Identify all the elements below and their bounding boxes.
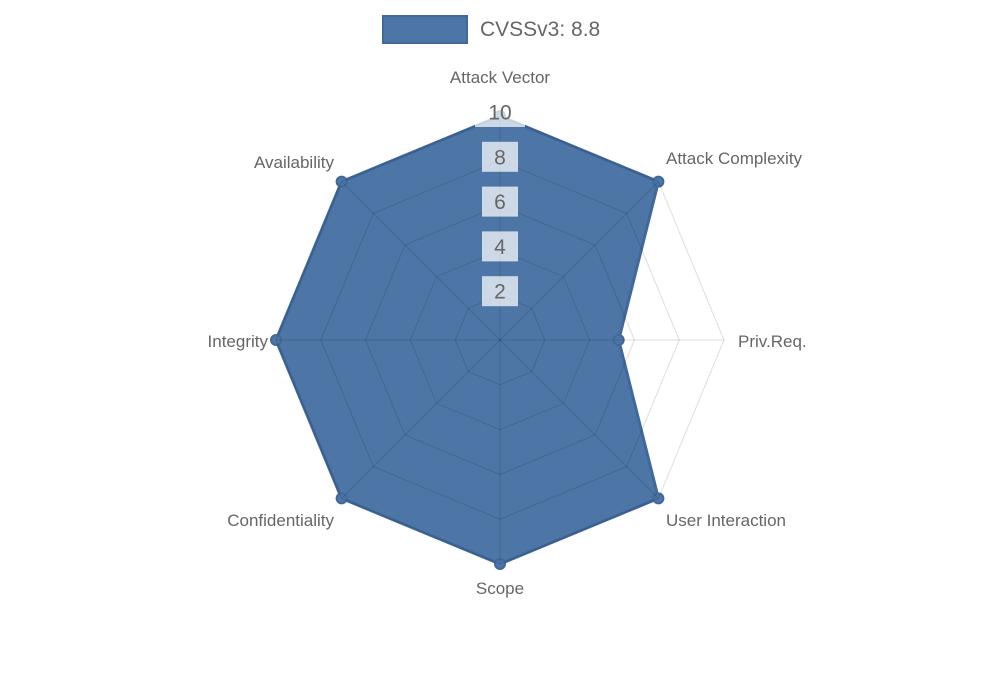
tick-label-4: 4 <box>494 236 506 259</box>
radar-point-priv-req <box>612 334 625 346</box>
grid-ring-2 <box>454 294 546 386</box>
axis-label-scope: Scope <box>476 579 524 598</box>
tick-backdrop-8 <box>482 141 518 172</box>
chart-legend-item[interactable]: CVSSv3: 8.8 <box>382 14 600 45</box>
radar-point-confidentiality <box>335 492 348 505</box>
axis-label-availability: Availability <box>254 153 335 172</box>
axis-label-priv-req: Priv.Req. <box>738 332 807 351</box>
grid-ring-10 <box>275 115 725 565</box>
tick-backdrop-4 <box>482 231 518 262</box>
axis-label-attack-complexity: Attack Complexity <box>666 149 803 168</box>
grid-ring-6 <box>365 205 635 475</box>
axis-label-integrity: Integrity <box>208 332 269 351</box>
tick-label-8: 8 <box>494 146 506 169</box>
angle-line-availability <box>341 181 501 341</box>
legend-label: CVSSv3: 8.8 <box>480 18 601 41</box>
tick-label-2: 2 <box>494 281 506 304</box>
axis-label-attack-vector: Attack Vector <box>450 68 550 87</box>
radar-point-integrity <box>270 334 282 346</box>
axis-label-user-interaction: User Interaction <box>666 511 786 530</box>
grid-ring-8 <box>320 160 680 520</box>
tick-label-10: 10 <box>488 102 511 125</box>
tick-backdrop-10 <box>475 97 525 127</box>
radar-point-attack-complexity <box>652 175 665 188</box>
tick-label-6: 6 <box>494 191 506 214</box>
radar-point-user-interaction <box>652 492 665 505</box>
tick-backdrop-6 <box>482 186 518 217</box>
grid-ring-4 <box>409 249 591 431</box>
angle-line-confidentiality <box>341 339 501 499</box>
axis-label-confidentiality: Confidentiality <box>227 511 334 530</box>
tick-backdrop-2 <box>482 276 518 307</box>
legend-swatch <box>382 15 468 44</box>
angle-line-user-interaction <box>499 339 659 499</box>
radar-point-scope <box>494 558 506 570</box>
angle-line-attack-complexity <box>499 181 659 341</box>
radar-point-availability <box>335 175 348 188</box>
